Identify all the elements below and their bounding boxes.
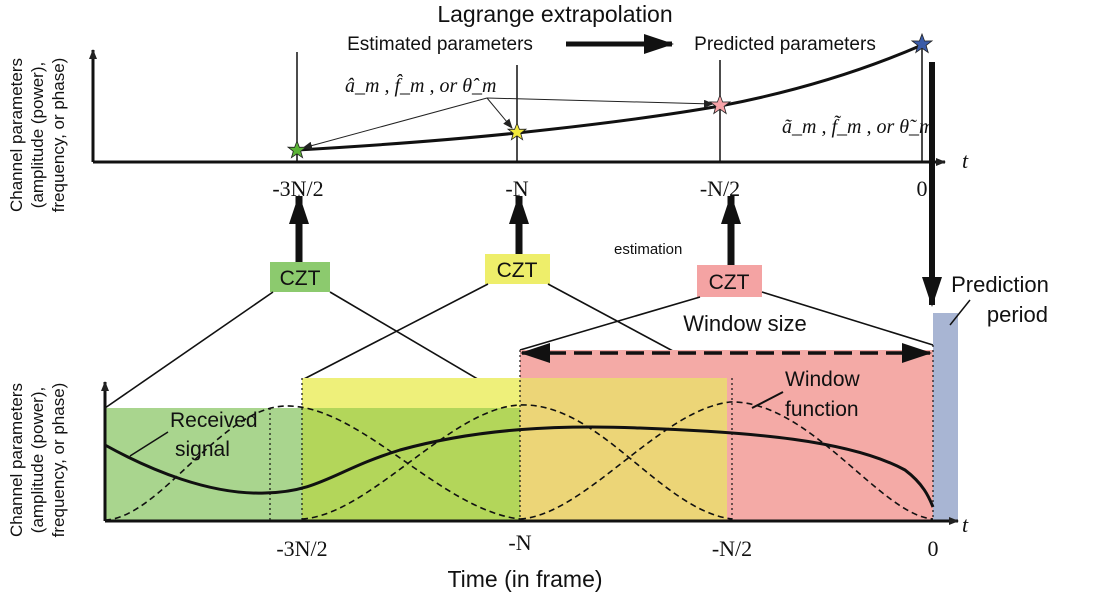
bottom-guide-lines	[269, 345, 934, 521]
hat-arrow-1	[302, 97, 488, 150]
window-yellow-top	[302, 378, 520, 408]
received-signal-pointer	[129, 431, 169, 457]
bottom-tick-label-3: -N/2	[712, 536, 752, 561]
received-signal-label-2: signal	[175, 438, 230, 461]
window-function-curves	[104, 401, 934, 521]
bottom-ylabel-line-3: frequency, or phase)	[49, 383, 68, 538]
predicted-parameters-label: Predicted parameters	[694, 34, 876, 55]
czt-label-red: CZT	[709, 271, 750, 294]
star-yellow	[506, 121, 528, 141]
bottom-plot-ylabel: Channel parameters (amplitude (power), f…	[7, 383, 68, 538]
predicted-parameter-symbols: ã_m , f̃_m , or θ̃_m	[782, 114, 934, 138]
received-signal-label-1: Received	[170, 409, 258, 432]
prediction-period-label-2: period	[987, 302, 1048, 327]
czt-box-green	[270, 262, 330, 292]
window-greenyellow	[302, 408, 520, 521]
window-overlap	[520, 378, 727, 521]
title-lagrange: Lagrange extrapolation	[437, 1, 672, 27]
bottom-ylabel-line-1: Channel parameters	[7, 383, 26, 537]
estimated-parameter-symbols: â_m , f̂_m , or θ̂_m	[345, 73, 497, 97]
top-t-label: t	[962, 148, 969, 173]
estimation-label: estimation	[614, 241, 682, 258]
czt-label-green: CZT	[280, 267, 321, 290]
top-ylabel-line-1: Channel parameters	[7, 58, 26, 212]
star-blue	[910, 32, 934, 54]
bottom-ylabel-line-2: (amplitude (power),	[28, 387, 47, 533]
bottom-tick-label-2: -N	[508, 530, 531, 555]
bottom-t-label: t	[962, 512, 969, 537]
top-ylabel-line-2: (amplitude (power),	[28, 62, 47, 208]
top-plot-ylabel: Channel parameters (amplitude (power), f…	[7, 58, 68, 213]
top-ylabel-line-3: frequency, or phase)	[49, 58, 68, 213]
hat-arrow-2	[486, 97, 513, 129]
bottom-tick-label-4: 0	[928, 536, 939, 561]
star-pink	[708, 93, 732, 115]
window-function-label-2: function	[785, 398, 859, 421]
czt-label-yellow: CZT	[497, 259, 538, 282]
received-signal-curve	[104, 425, 935, 508]
extrapolation-curve	[296, 43, 923, 152]
window-function-label-1: Window	[785, 368, 861, 391]
bottom-tick-label-1: -3N/2	[276, 536, 327, 561]
window-function-pointer	[751, 391, 784, 409]
estimated-parameters-label: Estimated parameters	[347, 34, 533, 55]
prediction-period-label-1: Prediction	[951, 272, 1049, 297]
prediction-period-pointer	[949, 299, 971, 326]
window-green	[105, 408, 302, 521]
top-tick-label-4: 0	[917, 176, 928, 201]
window-size-label: Window size	[683, 311, 806, 336]
bottom-xlabel: Time (in frame)	[447, 566, 602, 592]
czt-box-yellow	[485, 254, 550, 284]
prediction-period-bar	[933, 313, 958, 521]
star-green	[286, 139, 308, 159]
czt-box-red	[697, 265, 762, 297]
hat-arrow-3	[486, 97, 714, 108]
